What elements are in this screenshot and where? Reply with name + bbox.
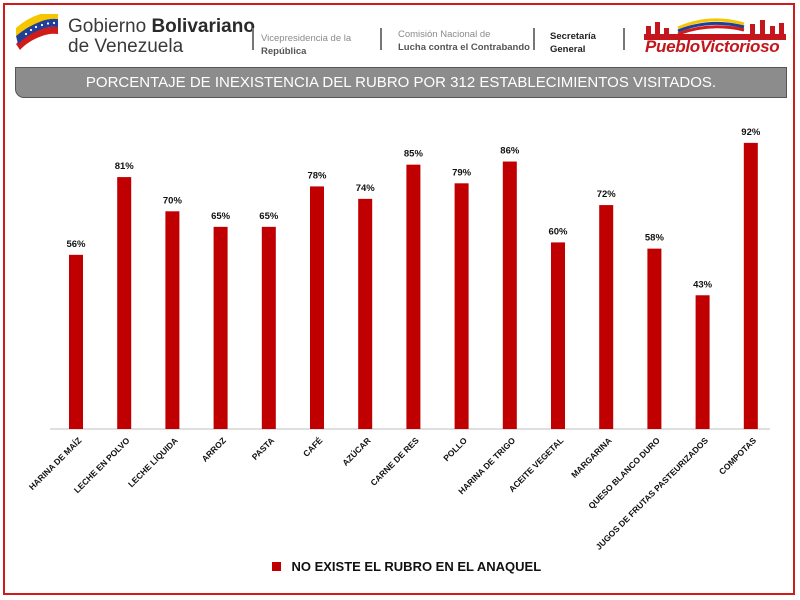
category-tick-label: HARINA DE MAÍZ xyxy=(27,435,84,492)
bar-value-label: 70% xyxy=(163,195,183,206)
legend: NO EXISTE EL RUBRO EN EL ANAQUEL xyxy=(272,558,541,576)
bar xyxy=(261,226,276,429)
bar xyxy=(117,177,132,429)
dept3-line1: Secretaría xyxy=(550,31,596,42)
bar-value-label: 74% xyxy=(356,183,376,194)
bar-value-label: 43% xyxy=(693,279,713,290)
bar xyxy=(165,211,180,429)
category-tick-label: COMPOTAS xyxy=(717,435,759,477)
gov-name-line2: de Venezuela xyxy=(68,36,184,57)
category-tick-label: LECHE LÍQUIDA xyxy=(126,435,180,489)
pueblo-victorioso-logo xyxy=(644,18,786,40)
bar-value-label: 65% xyxy=(259,211,279,222)
bar-value-label: 58% xyxy=(645,233,665,244)
category-tick-label: CAFÉ xyxy=(301,435,325,459)
bar xyxy=(69,254,83,429)
dept-vicepresidencia: Vicepresidencia de la República xyxy=(261,32,351,58)
dept3-line2: General xyxy=(550,44,586,55)
bar xyxy=(695,295,710,429)
dept-comision: Comisión Nacional de Lucha contra el Con… xyxy=(398,28,530,54)
bar xyxy=(358,198,373,429)
bar-value-label: 56% xyxy=(66,239,86,250)
legend-swatch xyxy=(272,562,281,572)
header-separator xyxy=(533,28,535,50)
header-separator xyxy=(252,28,254,50)
dept-secretaria: Secretaría General xyxy=(550,30,596,56)
category-tick-label: CARNE DE RES xyxy=(368,435,421,488)
header: Gobierno Bolivariano de Venezuela Vicepr… xyxy=(0,0,800,66)
bar-value-label: 81% xyxy=(115,161,135,172)
category-tick-label: AZÚCAR xyxy=(339,435,372,468)
bar-value-label: 60% xyxy=(548,226,568,237)
bar xyxy=(599,205,614,429)
bar-value-label: 85% xyxy=(404,149,424,160)
pueblo-victorioso-logo-text: PuebloVictorioso xyxy=(645,37,780,56)
bar-value-label: 92% xyxy=(741,127,761,138)
bar xyxy=(310,186,324,429)
bar xyxy=(551,242,565,429)
bar xyxy=(454,183,469,429)
dept1-line2: República xyxy=(261,46,307,57)
bar-value-label: 86% xyxy=(500,146,520,157)
bar-value-label: 78% xyxy=(307,170,327,181)
header-separator xyxy=(623,28,625,50)
dept2-line1: Comisión Nacional de xyxy=(398,29,491,40)
slide-frame xyxy=(3,3,795,595)
chart-title: PORCENTAJE DE INEXISTENCIA DEL RUBRO POR… xyxy=(85,74,717,91)
title-bar xyxy=(15,67,787,98)
gov-bold: Bolivariano xyxy=(151,16,255,37)
gov-prefix: Gobierno xyxy=(68,16,147,37)
bar-value-label: 72% xyxy=(597,189,617,200)
venezuela-flag-icon xyxy=(16,14,58,50)
bar xyxy=(647,248,662,429)
category-tick-label: MARGARINA xyxy=(569,435,613,479)
bar-value-label: 65% xyxy=(211,211,231,222)
category-tick-label: ARROZ xyxy=(200,435,228,463)
category-tick-label: POLLO xyxy=(441,435,469,463)
gov-name-line1: Gobierno Bolivariano xyxy=(68,16,255,38)
category-tick-label: ACEITE VEGETAL xyxy=(507,435,566,494)
bar xyxy=(502,161,517,429)
category-tick-label: PASTA xyxy=(250,435,277,462)
header-separator xyxy=(380,28,382,50)
bar xyxy=(213,226,228,429)
legend-label: NO EXISTE EL RUBRO EN EL ANAQUEL xyxy=(291,559,542,575)
bar xyxy=(743,142,758,429)
dept2-line2: Lucha contra el Contrabando xyxy=(398,42,530,53)
bar xyxy=(406,164,421,429)
bar-value-label: 79% xyxy=(452,167,472,178)
dept1-line1: Vicepresidencia de la xyxy=(261,33,352,44)
